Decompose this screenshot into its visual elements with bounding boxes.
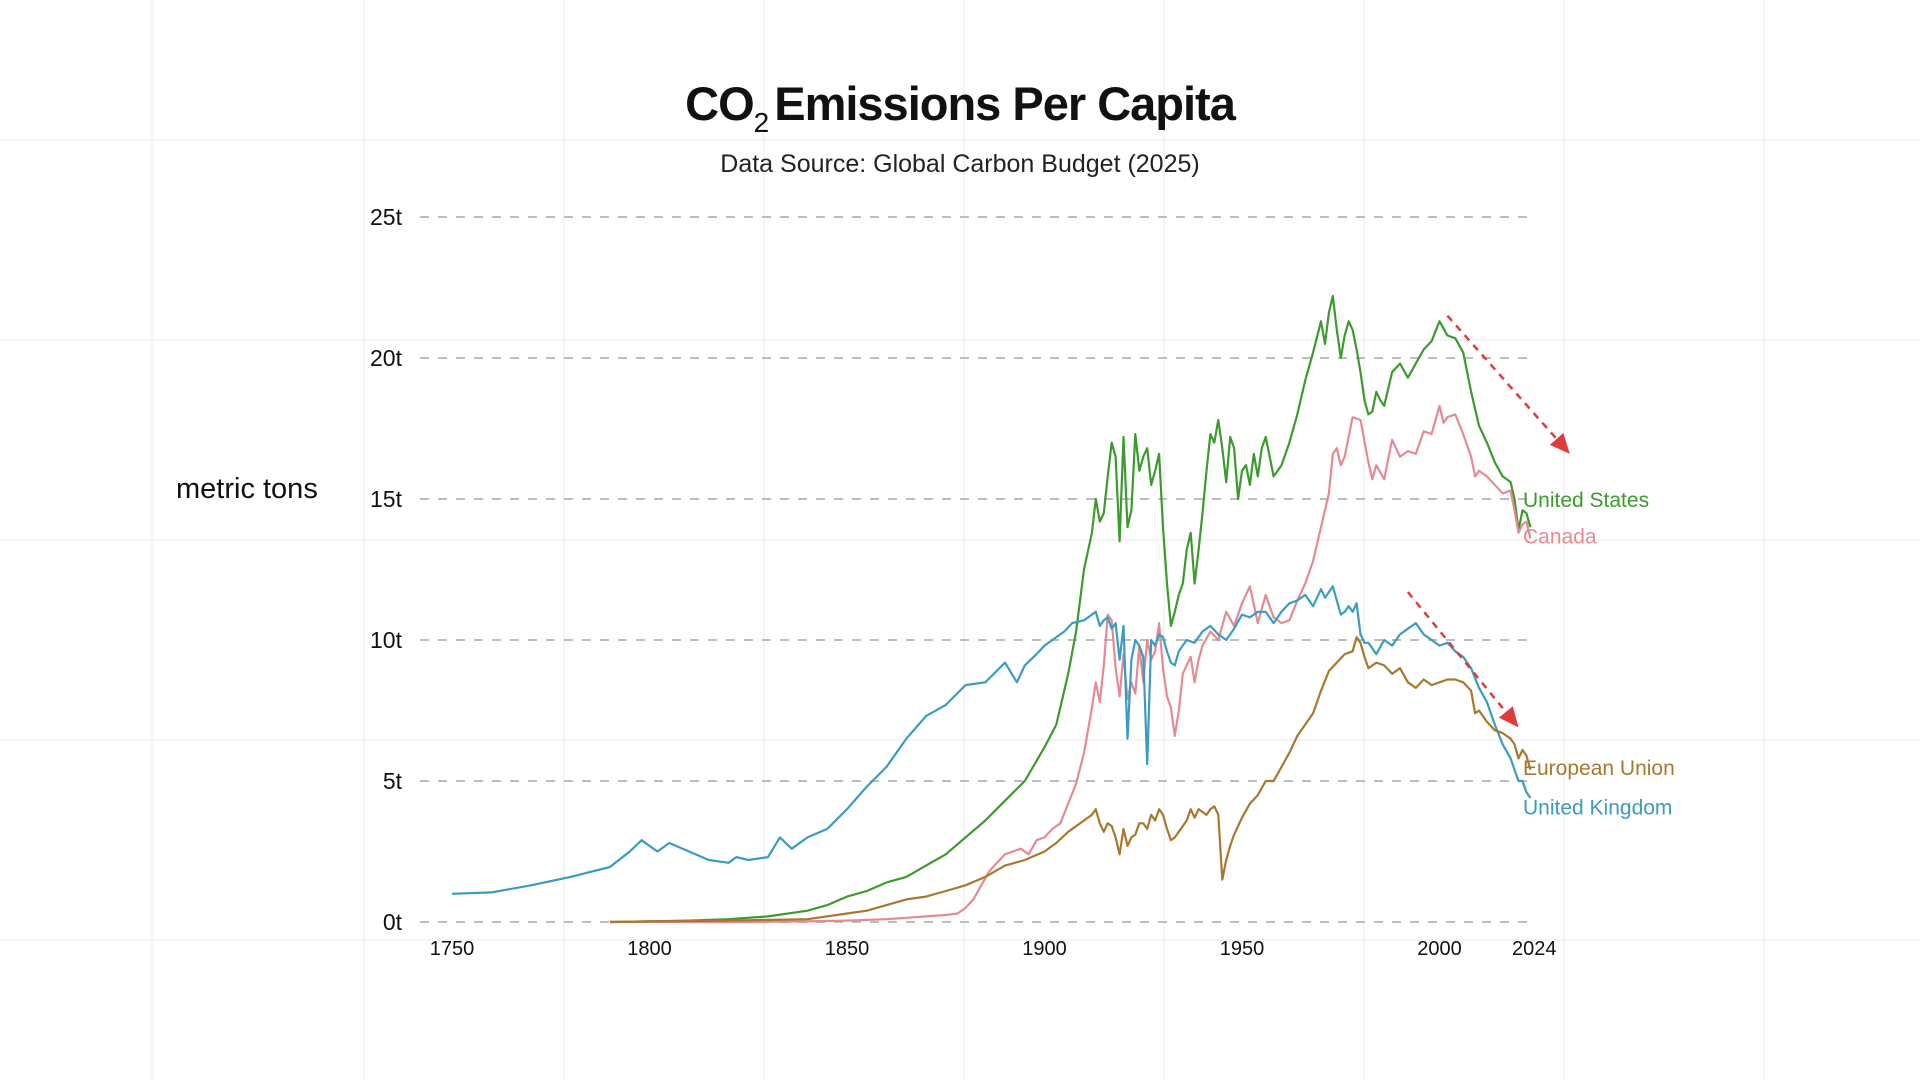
title-main: CO bbox=[685, 77, 754, 130]
x-tick-label: 2000 bbox=[1417, 938, 1462, 960]
y-tick-label: 0t bbox=[383, 909, 403, 935]
trend-arrows bbox=[1406, 314, 1570, 728]
y-tick-label: 15t bbox=[370, 486, 403, 512]
series-lines bbox=[451, 294, 1532, 924]
series-label-united-states: United States bbox=[1523, 489, 1649, 512]
chart-title: CO2 Emissions Per Capita bbox=[0, 76, 1920, 139]
x-tick-label: 1750 bbox=[430, 938, 475, 960]
x-tick-label: 1900 bbox=[1022, 938, 1067, 960]
y-tick-labels: 0t 5t 10t 15t 20t 25t bbox=[370, 204, 403, 935]
series-labels: United States Canada United Kingdom Europea… bbox=[1523, 489, 1675, 819]
series-label-united-kingdom: United Kingdom bbox=[1523, 796, 1672, 819]
x-tick-label: 1850 bbox=[825, 938, 870, 960]
trend-arrow-head bbox=[1549, 432, 1570, 454]
trend-arrow-head bbox=[1498, 706, 1519, 728]
series-line-united-kingdom bbox=[451, 585, 1532, 895]
x-tick-label: 1950 bbox=[1220, 938, 1265, 960]
y-tick-label: 25t bbox=[370, 204, 403, 230]
series-line-canada bbox=[610, 404, 1532, 924]
x-tick-label: 1800 bbox=[627, 938, 672, 960]
series-line-united-states bbox=[609, 294, 1532, 924]
series-label-canada: Canada bbox=[1523, 526, 1597, 549]
series-label-european-union: European Union bbox=[1523, 757, 1675, 780]
y-tick-label: 10t bbox=[370, 627, 403, 653]
trend-arrow-line bbox=[1446, 314, 1558, 440]
title-rest: Emissions Per Capita bbox=[774, 77, 1236, 130]
title-subscript: 2 bbox=[753, 107, 770, 138]
x-tick-label: 2024 bbox=[1512, 938, 1557, 960]
chart-subtitle: Data Source: Global Carbon Budget (2025) bbox=[720, 150, 1200, 178]
gridlines bbox=[420, 216, 1528, 923]
y-tick-label: 5t bbox=[383, 768, 403, 794]
y-axis-label: metric tons bbox=[176, 473, 318, 505]
series-line-european-union bbox=[609, 636, 1532, 924]
y-tick-label: 20t bbox=[370, 345, 403, 371]
x-tick-labels: 1750 1800 1850 1900 1950 2000 2024 bbox=[430, 938, 1557, 960]
